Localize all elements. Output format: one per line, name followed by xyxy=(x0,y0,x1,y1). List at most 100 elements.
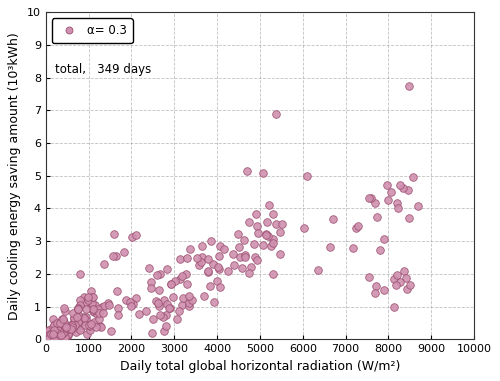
Point xyxy=(62,323,70,330)
Point xyxy=(104,300,112,306)
Point xyxy=(74,306,82,312)
Point xyxy=(58,325,66,331)
Point xyxy=(408,174,416,180)
Point xyxy=(58,330,66,336)
Point xyxy=(196,259,204,266)
Point xyxy=(148,330,156,336)
Point xyxy=(394,200,402,207)
Point xyxy=(128,234,136,240)
Point xyxy=(152,298,160,304)
Point xyxy=(54,329,62,335)
Point xyxy=(47,331,55,337)
Point xyxy=(402,275,410,281)
Point xyxy=(329,216,337,223)
Point xyxy=(171,279,179,285)
Point xyxy=(48,336,56,342)
Point xyxy=(216,243,224,250)
Point xyxy=(154,303,162,309)
Point xyxy=(270,271,278,277)
Point xyxy=(352,225,360,231)
Point xyxy=(148,316,156,322)
Point xyxy=(272,221,280,227)
Point xyxy=(160,297,168,303)
Point xyxy=(58,318,66,324)
Point xyxy=(68,325,76,331)
Point xyxy=(64,330,72,336)
Point xyxy=(80,294,88,300)
Point xyxy=(46,334,54,340)
Point xyxy=(243,168,251,174)
Point xyxy=(56,332,64,338)
Point xyxy=(97,324,105,330)
Point xyxy=(52,335,60,341)
Point xyxy=(64,325,72,331)
Point xyxy=(262,232,270,238)
Point xyxy=(380,236,388,242)
Point xyxy=(50,324,58,330)
Point xyxy=(70,310,78,316)
Point xyxy=(162,312,170,318)
Point xyxy=(46,336,54,342)
Point xyxy=(79,314,87,320)
Point xyxy=(204,268,212,274)
Point xyxy=(74,323,82,329)
Point xyxy=(56,333,64,339)
Point xyxy=(376,247,384,253)
Point xyxy=(267,243,275,249)
Point xyxy=(269,236,277,242)
Point xyxy=(405,83,413,89)
Point xyxy=(160,328,168,334)
Point xyxy=(366,194,374,200)
Point xyxy=(182,271,190,277)
Point xyxy=(178,302,186,308)
Point xyxy=(50,333,58,339)
Point xyxy=(176,276,184,282)
Point xyxy=(72,328,80,335)
Point xyxy=(49,333,57,339)
Point xyxy=(88,294,96,300)
Point xyxy=(182,255,190,261)
Point xyxy=(48,328,56,334)
Point xyxy=(44,331,52,338)
Point xyxy=(414,203,422,209)
Point xyxy=(120,249,128,255)
Point xyxy=(55,336,63,342)
Point xyxy=(52,320,60,327)
Point xyxy=(194,255,202,261)
Point xyxy=(166,306,174,312)
Point xyxy=(60,305,68,311)
Point xyxy=(43,336,51,342)
Point xyxy=(198,255,206,261)
Point xyxy=(238,265,246,271)
Point xyxy=(52,334,60,340)
Point xyxy=(46,336,54,342)
Point xyxy=(61,326,69,332)
Point xyxy=(70,315,78,322)
Point xyxy=(62,325,70,331)
Point xyxy=(184,300,192,306)
Point xyxy=(230,251,237,257)
Point xyxy=(47,335,55,341)
Point xyxy=(80,318,88,324)
Point xyxy=(94,316,102,322)
Point xyxy=(210,299,218,305)
Point xyxy=(51,332,59,338)
Y-axis label: Daily cooling energy saving amount (10³kWh): Daily cooling energy saving amount (10³k… xyxy=(8,32,22,320)
Point xyxy=(392,282,400,288)
Point xyxy=(276,251,283,257)
Point xyxy=(59,317,67,323)
Point xyxy=(56,331,64,338)
Point xyxy=(372,283,380,289)
Point xyxy=(62,322,70,328)
Point xyxy=(114,312,122,318)
Point xyxy=(90,307,98,313)
Point xyxy=(46,335,54,341)
Point xyxy=(53,333,61,339)
Point xyxy=(146,279,154,285)
Point xyxy=(114,304,122,311)
Point xyxy=(80,315,88,321)
Point xyxy=(90,308,98,314)
Point xyxy=(58,329,66,335)
Point xyxy=(399,186,407,192)
Point xyxy=(122,297,130,303)
